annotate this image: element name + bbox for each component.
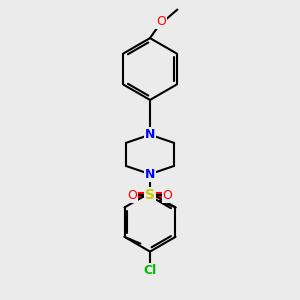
Text: O: O (156, 15, 166, 28)
Text: O: O (128, 189, 137, 202)
Text: N: N (145, 168, 155, 181)
Text: N: N (145, 128, 155, 141)
Text: O: O (163, 189, 172, 202)
Text: Cl: Cl (143, 264, 157, 277)
Text: S: S (145, 188, 155, 202)
